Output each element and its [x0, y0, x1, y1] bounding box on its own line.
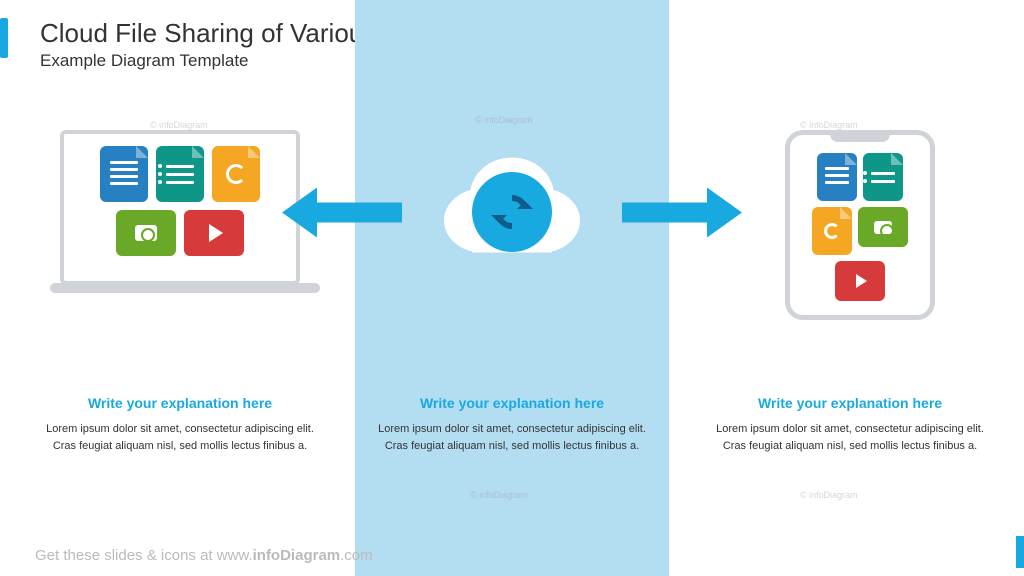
footer-text: Get these slides & icons at www.infoDiag… — [35, 547, 373, 564]
text-block-right: Write your explanation here Lorem ipsum … — [710, 395, 990, 454]
watermark: © infoDiagram — [800, 490, 858, 500]
body-mid: Lorem ipsum dolor sit amet, consectetur … — [372, 421, 652, 454]
doc-file-icon — [100, 146, 148, 202]
arrow-left-icon — [282, 183, 402, 248]
presentation-file-icon — [812, 207, 852, 255]
phone-column — [710, 130, 1010, 320]
video-icon — [835, 261, 885, 301]
footer-suffix: .com — [340, 547, 373, 564]
footer-prefix: Get these slides & icons at www. — [35, 547, 253, 564]
cloud-column — [362, 130, 662, 290]
footer-bold: infoDiagram — [253, 547, 341, 564]
sheet-file-icon — [863, 153, 903, 201]
accent-bar — [0, 18, 8, 58]
camera-icon — [858, 207, 908, 247]
sync-icon — [472, 172, 552, 252]
doc-file-icon — [817, 153, 857, 201]
heading-left: Write your explanation here — [40, 395, 320, 411]
watermark: © infoDiagram — [800, 120, 858, 130]
laptop-screen — [60, 130, 300, 285]
presentation-file-icon — [212, 146, 260, 202]
video-icon — [184, 210, 244, 256]
watermark: © infoDiagram — [150, 120, 208, 130]
heading-mid: Write your explanation here — [372, 395, 652, 411]
sheet-file-icon — [156, 146, 204, 202]
camera-icon — [116, 210, 176, 256]
body-right: Lorem ipsum dolor sit amet, consectetur … — [710, 421, 990, 454]
text-block-mid: Write your explanation here Lorem ipsum … — [372, 395, 652, 454]
heading-right: Write your explanation here — [710, 395, 990, 411]
corner-accent — [1016, 536, 1024, 568]
body-left: Lorem ipsum dolor sit amet, consectetur … — [40, 421, 320, 454]
text-block-left: Write your explanation here Lorem ipsum … — [40, 395, 320, 454]
phone-body — [785, 130, 935, 320]
